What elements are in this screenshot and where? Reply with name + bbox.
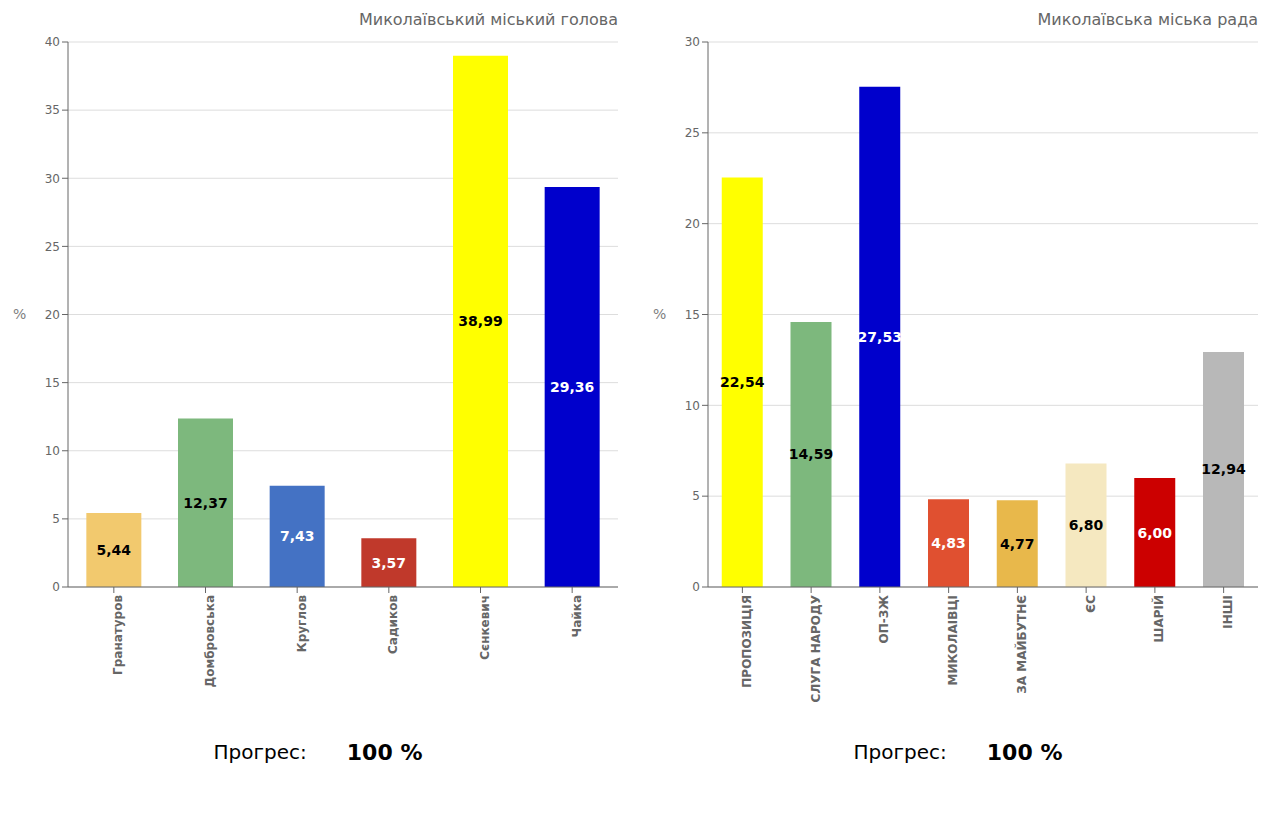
html-text:Прогрес:: Прогрес: (853, 740, 947, 764)
svg-text:%: % (13, 306, 26, 322)
svg-text:Гранатуров: Гранатуров (111, 595, 125, 675)
svg-text:38,99: 38,99 (458, 313, 502, 329)
svg-text:Садиков: Садиков (386, 595, 400, 654)
svg-text:ЗА МАЙБУТНЄ: ЗА МАЙБУТНЄ (1014, 595, 1029, 694)
svg-text:3,57: 3,57 (372, 555, 407, 571)
html-text:Миколаївська міська рада: Миколаївська міська рада (1037, 10, 1258, 29)
svg-text:30: 30 (45, 172, 60, 186)
svg-text:4,77: 4,77 (1000, 536, 1035, 552)
svg-text:ОП-ЗЖ: ОП-ЗЖ (877, 595, 891, 644)
svg-text:10: 10 (45, 444, 60, 458)
html-text:100 %: 100 % (986, 739, 1063, 765)
svg-text:20: 20 (685, 217, 700, 231)
svg-text:30: 30 (685, 35, 700, 49)
html-text:Прогрес:: Прогрес: (213, 740, 307, 764)
svg-text:4,83: 4,83 (931, 535, 966, 551)
svg-text:СЛУГА НАРОДУ: СЛУГА НАРОДУ (809, 595, 823, 702)
svg-text:Сєнкевич: Сєнкевич (478, 595, 492, 660)
svg-text:7,43: 7,43 (280, 528, 315, 544)
svg-text:ШАРІЙ: ШАРІЙ (1151, 595, 1166, 642)
svg-text:12,37: 12,37 (183, 495, 227, 511)
svg-text:5: 5 (692, 489, 700, 503)
svg-text:5: 5 (52, 512, 60, 526)
svg-text:27,53: 27,53 (858, 329, 902, 345)
html-text:Миколаївський міський голова: Миколаївський міський голова (358, 10, 618, 29)
svg-text:ЄС: ЄС (1084, 595, 1098, 613)
svg-text:Домбровська: Домбровська (203, 595, 217, 688)
svg-text:0: 0 (52, 580, 60, 594)
svg-text:25: 25 (45, 240, 60, 254)
svg-text:29,36: 29,36 (550, 379, 594, 395)
svg-text:10: 10 (685, 399, 700, 413)
svg-text:22,54: 22,54 (720, 374, 765, 390)
svg-text:ПРОПОЗИЦІЯ: ПРОПОЗИЦІЯ (740, 595, 754, 688)
svg-text:15: 15 (45, 376, 60, 390)
html-text:100 %: 100 % (346, 739, 423, 765)
svg-text:14,59: 14,59 (789, 446, 833, 462)
svg-text:12,94: 12,94 (1201, 461, 1246, 477)
svg-text:%: % (653, 306, 666, 322)
svg-text:МИКОЛАІВЦІ: МИКОЛАІВЦІ (946, 595, 960, 685)
svg-text:15: 15 (685, 308, 700, 322)
svg-text:6,80: 6,80 (1069, 517, 1104, 533)
svg-text:Круглов: Круглов (295, 595, 309, 653)
svg-text:40: 40 (45, 35, 60, 49)
svg-text:Чайка: Чайка (570, 595, 584, 637)
svg-text:35: 35 (45, 103, 60, 117)
svg-text:ІНШІ: ІНШІ (1221, 595, 1235, 629)
svg-text:20: 20 (45, 308, 60, 322)
svg-text:0: 0 (692, 580, 700, 594)
svg-text:5,44: 5,44 (97, 542, 132, 558)
svg-text:25: 25 (685, 126, 700, 140)
svg-text:6,00: 6,00 (1137, 525, 1172, 541)
